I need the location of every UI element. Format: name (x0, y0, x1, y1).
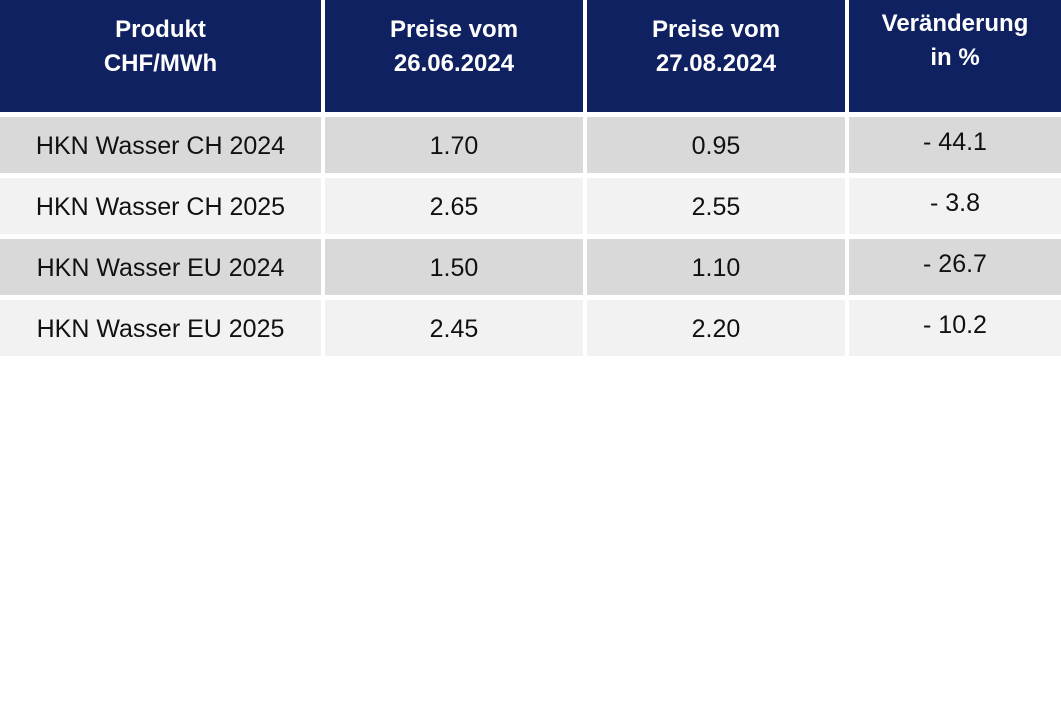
change-cell: - 44.1 (849, 117, 1061, 173)
product-cell: HKN Wasser EU 2024 (0, 239, 321, 295)
change-cell: - 10.2 (849, 300, 1061, 356)
price-table: Produkt CHF/MWh Preise vom 26.06.2024 Pr… (0, 0, 1061, 356)
price-old-cell: 1.70 (325, 117, 583, 173)
header-price-old: Preise vom 26.06.2024 (325, 0, 583, 112)
header-change: Veränderung in % (849, 0, 1061, 112)
change-cell: - 3.8 (849, 178, 1061, 234)
header-product: Produkt CHF/MWh (0, 0, 321, 112)
price-old-cell: 1.50 (325, 239, 583, 295)
price-old-cell: 2.65 (325, 178, 583, 234)
price-old-cell: 2.45 (325, 300, 583, 356)
price-new-cell: 2.20 (587, 300, 845, 356)
header-price-new: Preise vom 27.08.2024 (587, 0, 845, 112)
change-cell: - 26.7 (849, 239, 1061, 295)
product-cell: HKN Wasser CH 2024 (0, 117, 321, 173)
price-new-cell: 2.55 (587, 178, 845, 234)
price-new-cell: 1.10 (587, 239, 845, 295)
product-cell: HKN Wasser EU 2025 (0, 300, 321, 356)
product-cell: HKN Wasser CH 2025 (0, 178, 321, 234)
price-new-cell: 0.95 (587, 117, 845, 173)
